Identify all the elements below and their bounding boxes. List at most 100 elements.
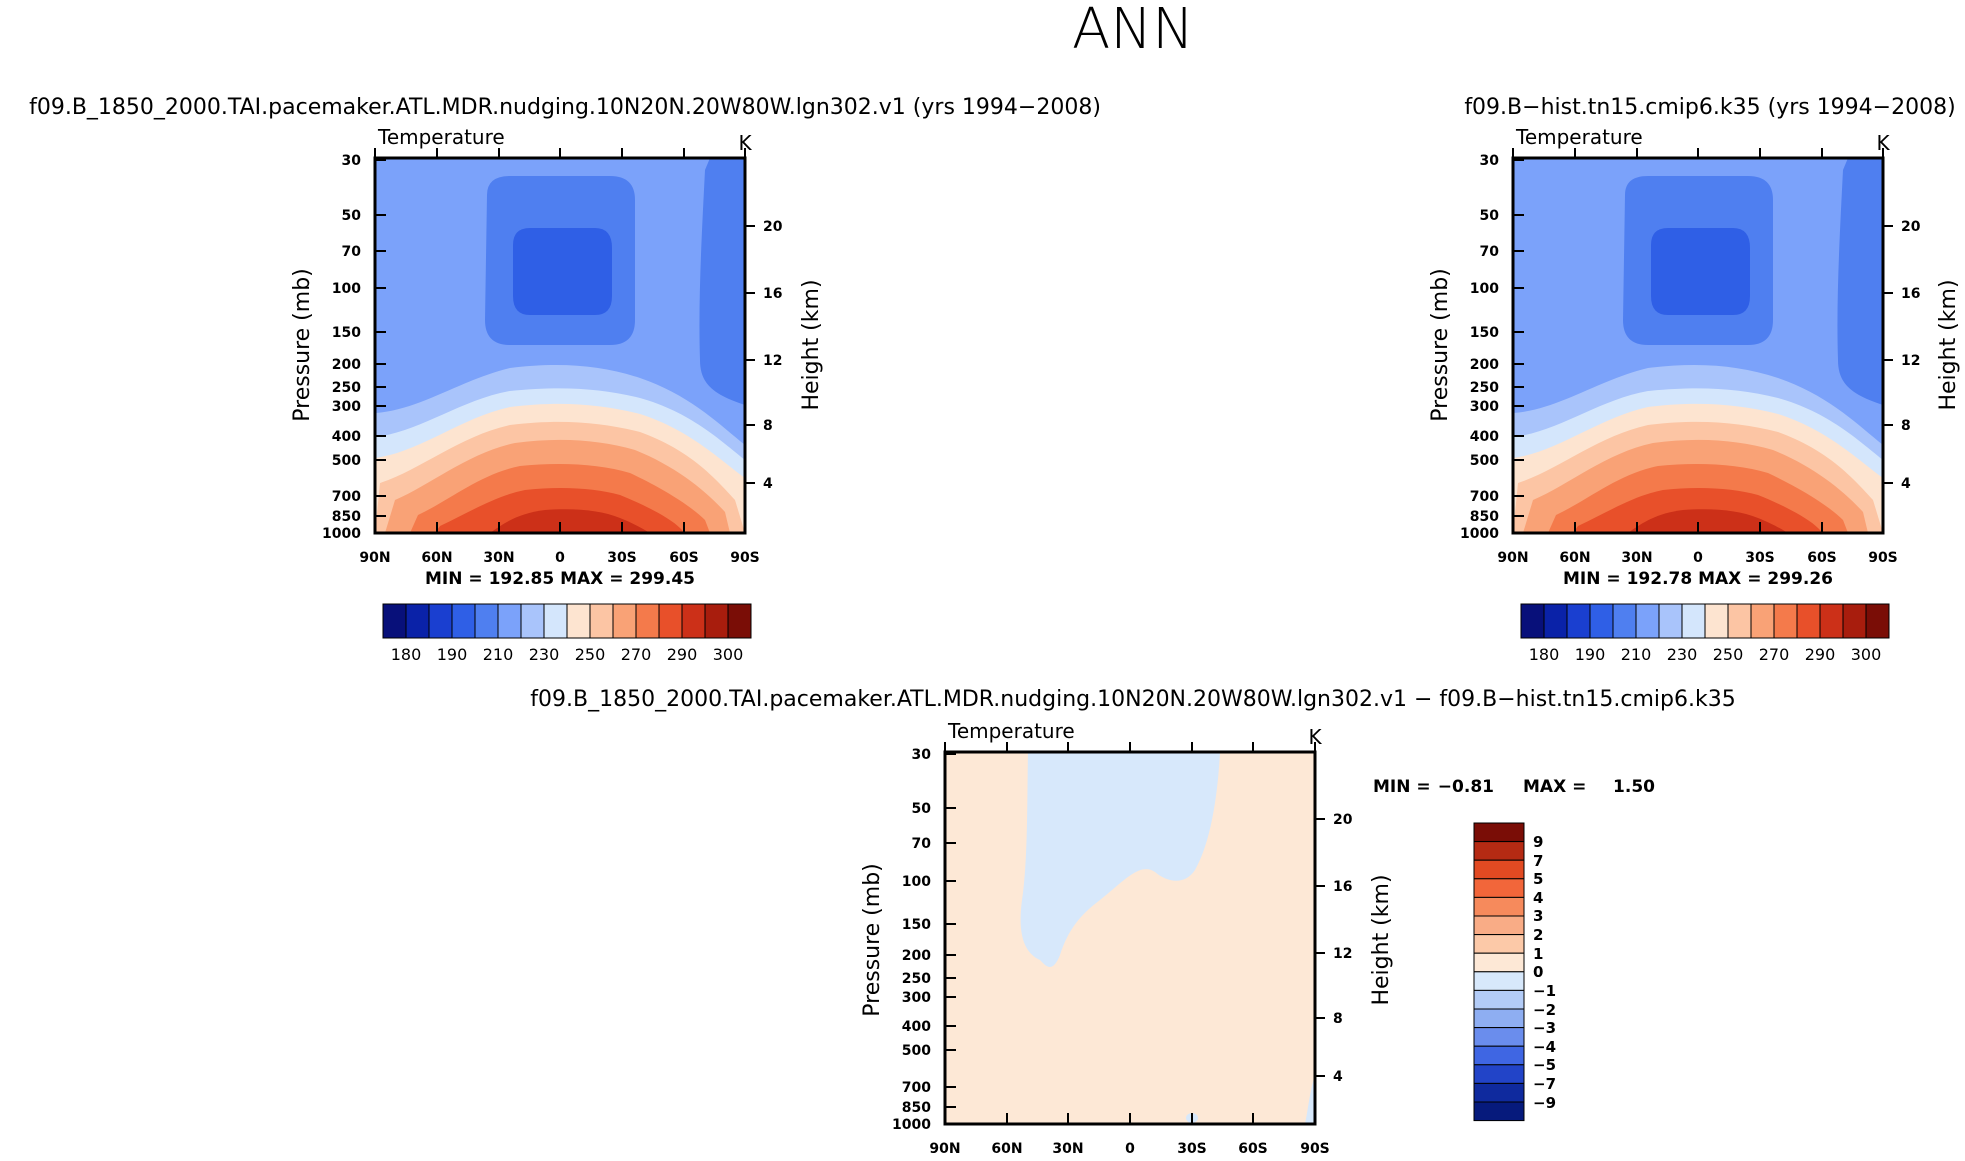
colorbar-label: 5: [1533, 870, 1543, 888]
colorbar-label: 4: [1533, 889, 1543, 907]
colorbar-swatch: [1750, 603, 1775, 639]
colorbar-swatch: [520, 603, 545, 639]
panel-control-case: f09.B−hist.tn15.cmip6.k35 (yrs 1994−2008…: [1428, 95, 1961, 664]
x-tick-label: 90N: [1497, 550, 1528, 566]
y-tick-label: 30: [342, 153, 362, 169]
colorbar-swatch: [1704, 603, 1729, 639]
y-tick-label: 400: [902, 1019, 931, 1035]
x-tick-label: 90S: [730, 550, 760, 566]
colorbar-swatch: [1473, 971, 1525, 991]
colorbar-swatch: [1473, 952, 1525, 973]
y-tick-label: 300: [902, 990, 931, 1006]
y-tick-label: 50: [342, 208, 362, 224]
y-tick-label: 70: [342, 244, 362, 260]
colorbar-label: −3: [1533, 1019, 1556, 1037]
min-value: 192.78: [1627, 569, 1693, 589]
x-tick-label: 90N: [929, 1141, 960, 1157]
colorbar-swatch: [1473, 989, 1525, 1010]
colorbar-swatch: [1473, 1101, 1525, 1122]
y2-axis-label: Height (km): [799, 279, 824, 410]
y-tick-label: 200: [902, 948, 931, 964]
min-max-stats: MIN = 192.78 MAX = 299.26: [1563, 569, 1833, 589]
figure-title: ANN: [1072, 0, 1194, 62]
x-ticks: [374, 148, 746, 533]
colorbar-swatch: [681, 603, 706, 639]
colorbar-label: 300: [1851, 645, 1882, 664]
colorbar-swatch: [727, 603, 752, 639]
case-title: f09.B_1850_2000.TAI.pacemaker.ATL.MDR.nu…: [29, 95, 1101, 120]
y2-axis-label: Height (km): [1369, 874, 1394, 1005]
x-tick-label: 0: [1125, 1141, 1135, 1157]
colorbar-label: 7: [1533, 852, 1543, 870]
colorbar-swatch: [497, 603, 522, 639]
contour-field: [375, 158, 745, 533]
y2-tick-label: 4: [1333, 1069, 1343, 1085]
x-tick-label: 30N: [1052, 1141, 1083, 1157]
colorbar-swatch: [1589, 603, 1614, 639]
colorbar-swatch: [635, 603, 660, 639]
y-tick-label: 150: [902, 917, 931, 933]
x-tick-label: 30N: [1621, 550, 1652, 566]
diff-title: f09.B_1850_2000.TAI.pacemaker.ATL.MDR.nu…: [530, 687, 1735, 712]
colorbar-label: 230: [529, 645, 560, 664]
x-tick-label: 90S: [1300, 1141, 1330, 1157]
x-tick-label: 0: [555, 550, 565, 566]
colorbar-swatch: [1473, 1027, 1525, 1047]
colorbar-swatch: [589, 603, 614, 639]
colorbar-swatch: [1658, 603, 1683, 639]
colorbar-label: −9: [1533, 1094, 1556, 1112]
variable-label: Temperature: [377, 125, 505, 149]
variable-label: Temperature: [947, 719, 1075, 743]
y2-axis-label: Height (km): [1936, 279, 1961, 410]
y-ticks: [375, 159, 386, 534]
y-tick-label: 700: [1470, 489, 1499, 505]
colorbar-swatch: [1473, 896, 1525, 917]
y2-tick-label: 20: [763, 219, 783, 235]
colorbar-swatch: [1865, 603, 1890, 639]
y-tick-label: 30: [912, 747, 932, 763]
x-tick-label: 90N: [359, 550, 390, 566]
colorbar-swatch: [1566, 603, 1591, 639]
y-tick-label: 100: [332, 281, 361, 297]
colorbar-label: −7: [1533, 1075, 1556, 1093]
colorbar-swatch: [1473, 1064, 1525, 1084]
colorbar-swatch: [428, 603, 453, 639]
y-tick-label: 300: [1470, 399, 1499, 415]
colorbar-swatch: [1473, 822, 1525, 843]
y2-tick-label: 12: [1333, 946, 1352, 962]
y-tick-label: 850: [1470, 509, 1499, 525]
y-tick-label: 100: [1470, 281, 1499, 297]
y-axis-label: Pressure (mb): [860, 863, 885, 1017]
contour-field: [1513, 158, 1883, 533]
colorbar-label: −5: [1533, 1056, 1556, 1074]
y-tick-label: 500: [332, 453, 361, 469]
colorbar-label: 210: [1621, 645, 1652, 664]
y-tick-label: 250: [902, 971, 931, 987]
variable-label: Temperature: [1515, 125, 1643, 149]
colorbar-swatch: [1473, 934, 1525, 954]
y-tick-label: 50: [912, 801, 932, 817]
y-tick-label: 30: [1480, 153, 1500, 169]
colorbar-swatch: [1473, 878, 1525, 898]
colorbar-swatch: [1635, 603, 1660, 639]
colorbar-swatch: [1543, 603, 1568, 639]
colorbar-swatch: [382, 603, 407, 639]
y-tick-label: 850: [332, 509, 361, 525]
diff-max-value: 1.50: [1613, 777, 1655, 797]
colorbar-label: 250: [575, 645, 606, 664]
colorbar-swatch: [1473, 915, 1525, 936]
colorbar-label: 270: [1759, 645, 1790, 664]
diff-colorbar: [1473, 822, 1525, 1122]
panel-model-case: f09.B_1850_2000.TAI.pacemaker.ATL.MDR.nu…: [29, 95, 1101, 664]
y2-tick-label: 16: [1333, 879, 1352, 895]
y2-tick-label: 8: [763, 418, 773, 434]
max-value: 299.26: [1767, 569, 1833, 589]
contour-band-180-core: [513, 228, 612, 315]
y-tick-label: 200: [332, 357, 361, 373]
y2-tick-label: 12: [763, 353, 782, 369]
colorbar-swatch: [566, 603, 591, 639]
y-tick-label: 400: [332, 429, 361, 445]
case-title: f09.B−hist.tn15.cmip6.k35 (yrs 1994−2008…: [1464, 95, 1955, 120]
colorbar-swatch: [612, 603, 637, 639]
y-tick-label: 50: [1480, 208, 1500, 224]
